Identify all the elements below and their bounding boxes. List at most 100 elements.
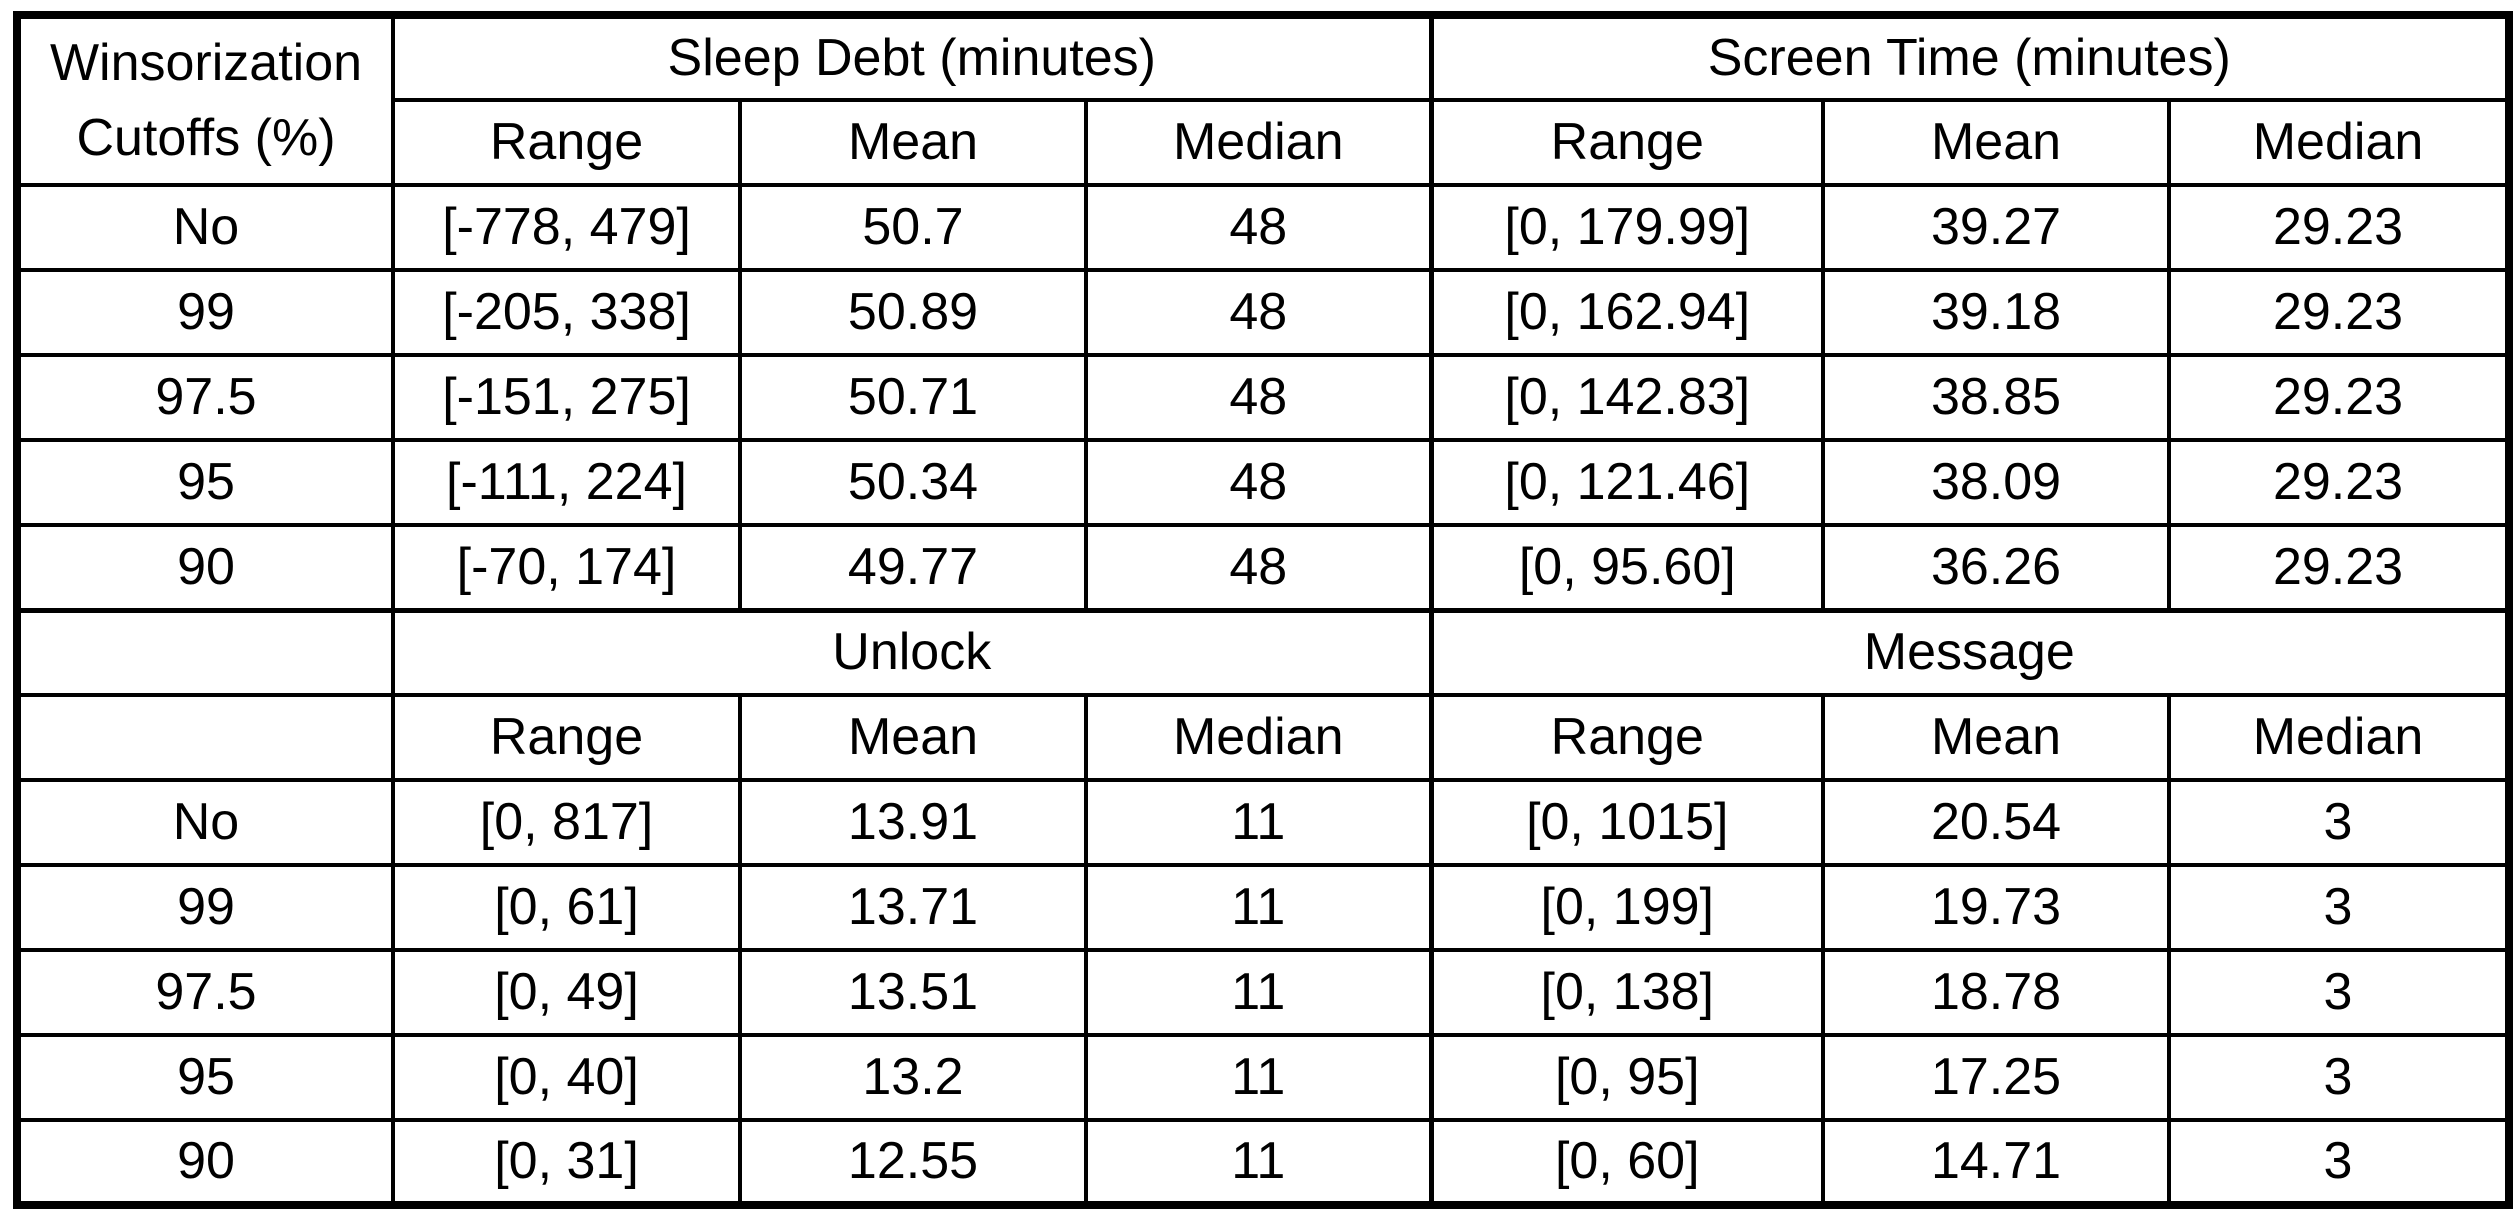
value-cell: 13.71 xyxy=(738,863,1088,952)
value-cell: 39.18 xyxy=(1821,268,2172,357)
cutoff-cell: 95 xyxy=(15,1033,395,1122)
subheader-cell: Range xyxy=(391,98,742,187)
value-cell: [0, 179.99] xyxy=(1428,183,1826,272)
table-row: 97.5 [-151, 275] 50.71 48 [0, 142.83] 38.85 29… xyxy=(15,353,2512,442)
cutoff-cell: 97.5 xyxy=(15,353,395,442)
value-cell: [-111, 224] xyxy=(391,438,742,527)
value-cell: 17.25 xyxy=(1821,1033,2172,1122)
header-row-groups: Winsorization Cutoffs (%) Sleep Debt (minu… xyxy=(15,13,2512,187)
value-cell: 29.23 xyxy=(2167,183,2512,272)
subheader-cell: Median xyxy=(2167,98,2512,187)
value-cell: 29.23 xyxy=(2167,353,2512,442)
value-cell: 29.23 xyxy=(2167,268,2512,357)
cutoff-cell: 97.5 xyxy=(15,948,395,1037)
table-row: 95 [-111, 224] 50.34 48 [0, 121.46] 38.09 29.2… xyxy=(15,438,2512,527)
value-cell: [0, 60] xyxy=(1428,1118,1826,1207)
cutoff-cell: 95 xyxy=(15,438,395,527)
subheader-cell: Range xyxy=(1428,98,1826,187)
cutoff-cell: No xyxy=(15,778,395,867)
cutoff-header-line2: Cutoffs (%) xyxy=(76,109,336,167)
value-cell: 50.34 xyxy=(738,438,1088,527)
value-cell: [0, 199] xyxy=(1428,863,1826,952)
value-cell: 19.73 xyxy=(1821,863,2172,952)
value-cell: 48 xyxy=(1083,523,1434,612)
value-cell: 13.91 xyxy=(738,778,1088,867)
group-header-unlock: Unlock xyxy=(390,607,1434,697)
value-cell: [0, 121.46] xyxy=(1428,438,1826,527)
subheader-cell: Range xyxy=(1428,693,1826,782)
table-row: 99 [0, 61] 13.71 11 [0, 199] 19.73 3 xyxy=(15,863,2512,952)
value-cell: 12.55 xyxy=(738,1118,1088,1207)
value-cell: 3 xyxy=(2167,1118,2512,1207)
value-cell: 13.2 xyxy=(738,1033,1088,1122)
value-cell: 11 xyxy=(1083,1118,1434,1207)
group-header-message: Message xyxy=(1428,607,2512,697)
table-row: 90 [0, 31] 12.55 11 [0, 60] 14.71 3 xyxy=(15,1118,2512,1207)
value-cell: 50.89 xyxy=(738,268,1088,357)
subheader-cell: Range xyxy=(391,693,742,782)
subheader-cell: Median xyxy=(2167,693,2512,782)
group-header-screen-time: Screen Time (minutes) xyxy=(1428,13,2512,102)
subheader-cell: Mean xyxy=(1821,693,2172,782)
subheader-cell: Mean xyxy=(738,693,1088,782)
value-cell: 49.77 xyxy=(738,523,1088,612)
cutoff-header-cell: Winsorization Cutoffs (%) xyxy=(15,13,395,187)
value-cell: 3 xyxy=(2167,948,2512,1037)
value-cell: [0, 95.60] xyxy=(1428,523,1826,612)
value-cell: 48 xyxy=(1083,268,1434,357)
value-cell: [-151, 275] xyxy=(391,353,742,442)
cutoff-cell: 90 xyxy=(15,1118,395,1207)
value-cell: 11 xyxy=(1083,863,1434,952)
table-row: 95 [0, 40] 13.2 11 [0, 95] 17.25 3 xyxy=(15,1033,2512,1122)
value-cell: 50.7 xyxy=(738,183,1088,272)
value-cell: [0, 817] xyxy=(391,778,742,867)
section2-header-row: Unlock Message xyxy=(15,607,2512,697)
section2-subheader-row: Range Mean Median Range Mean Median xyxy=(15,693,2512,782)
empty-cutoff-cell xyxy=(15,607,395,697)
value-cell: 11 xyxy=(1083,778,1434,867)
value-cell: [0, 40] xyxy=(391,1033,742,1122)
value-cell: 20.54 xyxy=(1821,778,2172,867)
winsorization-table: Winsorization Cutoffs (%) Sleep Debt (minu… xyxy=(13,11,2514,1209)
value-cell: 11 xyxy=(1083,948,1434,1037)
value-cell: 36.26 xyxy=(1821,523,2172,612)
value-cell: 39.27 xyxy=(1821,183,2172,272)
value-cell: 48 xyxy=(1083,183,1434,272)
cutoff-header-line1: Winsorization xyxy=(49,33,363,92)
value-cell: 50.71 xyxy=(738,353,1088,442)
subheader-cell: Median xyxy=(1083,98,1434,187)
empty-cutoff-cell xyxy=(15,693,395,782)
cutoff-cell: 99 xyxy=(15,268,395,357)
value-cell: 48 xyxy=(1083,438,1434,527)
value-cell: 18.78 xyxy=(1821,948,2172,1037)
table-body: Winsorization Cutoffs (%) Sleep Debt (minu… xyxy=(15,13,2512,1207)
subheader-cell: Median xyxy=(1083,693,1434,782)
value-cell: [0, 1015] xyxy=(1428,778,1826,867)
value-cell: 11 xyxy=(1083,1033,1434,1122)
value-cell: [0, 162.94] xyxy=(1428,268,1826,357)
value-cell: [0, 61] xyxy=(391,863,742,952)
value-cell: 3 xyxy=(2167,778,2512,867)
value-cell: 29.23 xyxy=(2167,523,2512,612)
value-cell: 3 xyxy=(2167,863,2512,952)
value-cell: 14.71 xyxy=(1821,1118,2172,1207)
table-row: 90 [-70, 174] 49.77 48 [0, 95.60] 36.26 29.23 xyxy=(15,523,2512,612)
table-row: No [-778, 479] 50.7 48 [0, 179.99] 39.27 29.23 xyxy=(15,183,2512,272)
subheader-cell: Mean xyxy=(738,98,1088,187)
value-cell: [-70, 174] xyxy=(391,523,742,612)
table-row: 99 [-205, 338] 50.89 48 [0, 162.94] 39.18 29.2… xyxy=(15,268,2512,357)
cutoff-cell: 90 xyxy=(15,523,395,612)
value-cell: 3 xyxy=(2167,1033,2512,1122)
value-cell: [-778, 479] xyxy=(391,183,742,272)
value-cell: [0, 95] xyxy=(1428,1033,1826,1122)
cutoff-cell: No xyxy=(15,183,395,272)
value-cell: 29.23 xyxy=(2167,438,2512,527)
value-cell: 13.51 xyxy=(738,948,1088,1037)
value-cell: [0, 49] xyxy=(391,948,742,1037)
value-cell: [0, 31] xyxy=(391,1118,742,1207)
table-row: 97.5 [0, 49] 13.51 11 [0, 138] 18.78 3 xyxy=(15,948,2512,1037)
value-cell: [0, 138] xyxy=(1428,948,1826,1037)
value-cell: [0, 142.83] xyxy=(1428,353,1826,442)
header-row-subheaders: Range Mean Median Range Mean Median xyxy=(17,98,2512,187)
value-cell: 38.09 xyxy=(1821,438,2172,527)
